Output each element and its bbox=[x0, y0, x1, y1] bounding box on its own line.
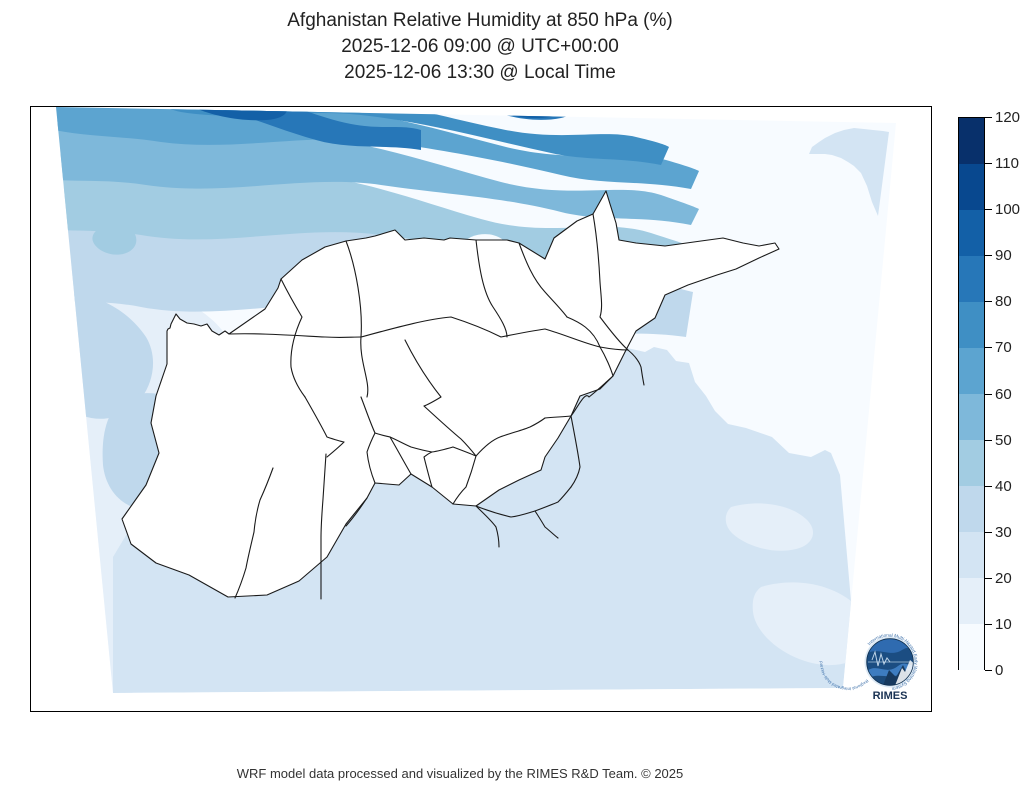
svg-text:RIMES: RIMES bbox=[873, 690, 908, 702]
